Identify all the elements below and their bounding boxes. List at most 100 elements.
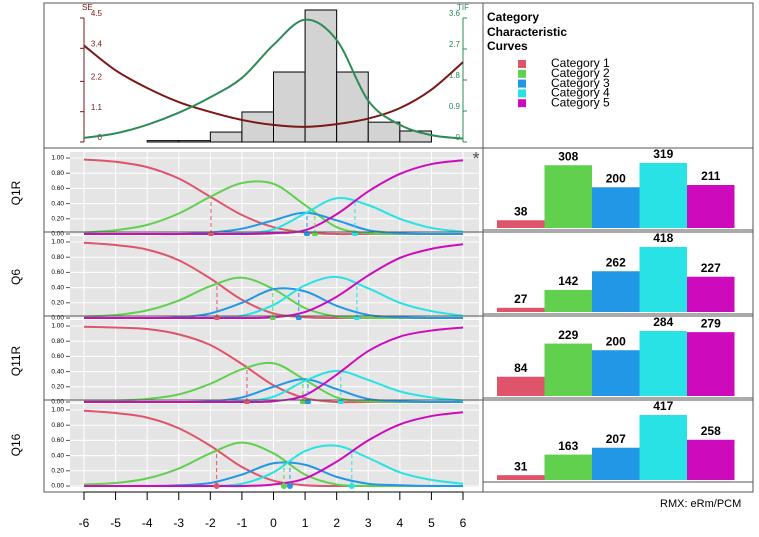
count-label: 284	[653, 315, 673, 329]
count-bar	[687, 276, 735, 312]
count-bar	[639, 247, 687, 312]
threshold-dot	[286, 483, 293, 489]
y-tick-label: 1.1	[91, 103, 103, 112]
count-label: 163	[558, 439, 578, 453]
y-tick-label: 0.40	[51, 452, 64, 459]
histogram-bar	[399, 130, 432, 143]
icc-curve	[84, 411, 464, 488]
y-tick-label: 0	[98, 133, 103, 142]
count-bar	[544, 289, 592, 312]
y-tick-label: 0.40	[51, 200, 64, 207]
count-label: 319	[653, 147, 673, 161]
y2-tick-label: 2.7	[449, 40, 461, 49]
x-tick-label: 1	[302, 516, 309, 530]
legend-title: Category Characteristic Curves	[487, 10, 568, 53]
count-label: 142	[558, 274, 578, 288]
x-tick-label: 5	[428, 516, 435, 530]
y2-axis-title: TIF	[457, 3, 469, 12]
x-tick-label: -4	[142, 516, 153, 530]
count-bar	[592, 271, 640, 312]
count-bar	[592, 350, 640, 396]
y-tick-label: 0.00	[51, 483, 64, 490]
histogram-bar	[146, 140, 180, 143]
y-tick-label: 0.60	[51, 437, 64, 444]
count-bar	[639, 331, 687, 396]
count-bar	[544, 165, 592, 228]
y-tick-label: 0.00	[51, 231, 64, 238]
y-tick-label: 3.4	[91, 39, 103, 48]
y-tick-label: 0.40	[51, 284, 64, 291]
plot-background	[70, 404, 479, 487]
x-tick-label: -5	[110, 516, 121, 530]
histogram-bar	[336, 71, 369, 143]
count-bar	[497, 376, 545, 396]
count-bar	[497, 307, 545, 312]
note: RMX: eRm/PCM	[660, 498, 741, 510]
y-tick-label: 0.80	[51, 338, 64, 345]
count-bar	[687, 332, 735, 396]
histogram-bar	[367, 121, 401, 143]
y-tick-label: 0.00	[51, 399, 64, 406]
threshold-dot	[348, 483, 355, 489]
count-label: 84	[514, 361, 528, 375]
legend-label: Category 1	[551, 56, 610, 70]
y-tick-label: 0.20	[51, 468, 64, 475]
count-label: 27	[514, 292, 528, 306]
misfit-flag: *	[472, 149, 479, 169]
count-bar	[592, 447, 640, 480]
threshold-dot	[213, 483, 220, 489]
count-bar	[639, 415, 687, 480]
item-label: Q11R	[9, 345, 23, 376]
histogram-bar	[178, 140, 211, 143]
count-label: 418	[653, 231, 673, 245]
count-label: 207	[606, 432, 626, 446]
legend-label: Category 5	[551, 95, 610, 109]
histogram-bar	[241, 111, 275, 143]
count-bar	[544, 343, 592, 396]
count-bar	[687, 185, 735, 228]
y-tick-label: 0.20	[51, 216, 64, 223]
plot-background	[70, 236, 479, 319]
y-tick-label: 1.00	[51, 239, 64, 246]
y-tick-label: 0.60	[51, 269, 64, 276]
threshold-dot	[280, 483, 287, 489]
y2-tick-label: 1.8	[449, 71, 461, 80]
count-label: 38	[514, 204, 528, 218]
count-label: 262	[606, 255, 626, 269]
x-tick-label: 0	[270, 516, 277, 530]
count-label: 258	[701, 424, 721, 438]
count-label: 308	[558, 149, 578, 163]
count-label: 200	[606, 334, 626, 348]
count-label: 211	[701, 169, 721, 183]
y-axis-title: SE	[82, 3, 93, 12]
line-tif	[83, 18, 464, 140]
y-tick-label: 1.00	[51, 407, 64, 414]
legend-swatch	[518, 99, 526, 108]
count-label: 227	[701, 261, 721, 275]
legend-swatch	[518, 89, 526, 98]
y-tick-label: 0.80	[51, 422, 64, 429]
line-se	[83, 44, 464, 128]
y-tick-label: 0.80	[51, 170, 64, 177]
legend-swatch	[518, 69, 526, 78]
count-bar	[544, 454, 592, 480]
item-label: Q6	[9, 269, 23, 285]
y-tick-label: 0.00	[51, 315, 64, 322]
legend-label: Category 2	[551, 66, 610, 80]
icc-curve	[84, 159, 464, 236]
y-tick-label: 0.40	[51, 368, 64, 375]
y-tick-label: 1.00	[51, 155, 64, 162]
y-tick-label: 4.5	[91, 9, 103, 18]
count-bar	[687, 439, 735, 480]
count-bar	[497, 475, 545, 480]
x-tick-label: -1	[237, 516, 248, 530]
y-tick-label: 0.60	[51, 353, 64, 360]
histogram-bar	[273, 71, 306, 143]
x-tick-label: 3	[365, 516, 372, 530]
x-tick-label: -2	[205, 516, 216, 530]
x-tick-label: 6	[460, 516, 467, 530]
count-label: 417	[653, 399, 673, 413]
x-tick-label: 2	[333, 516, 340, 530]
